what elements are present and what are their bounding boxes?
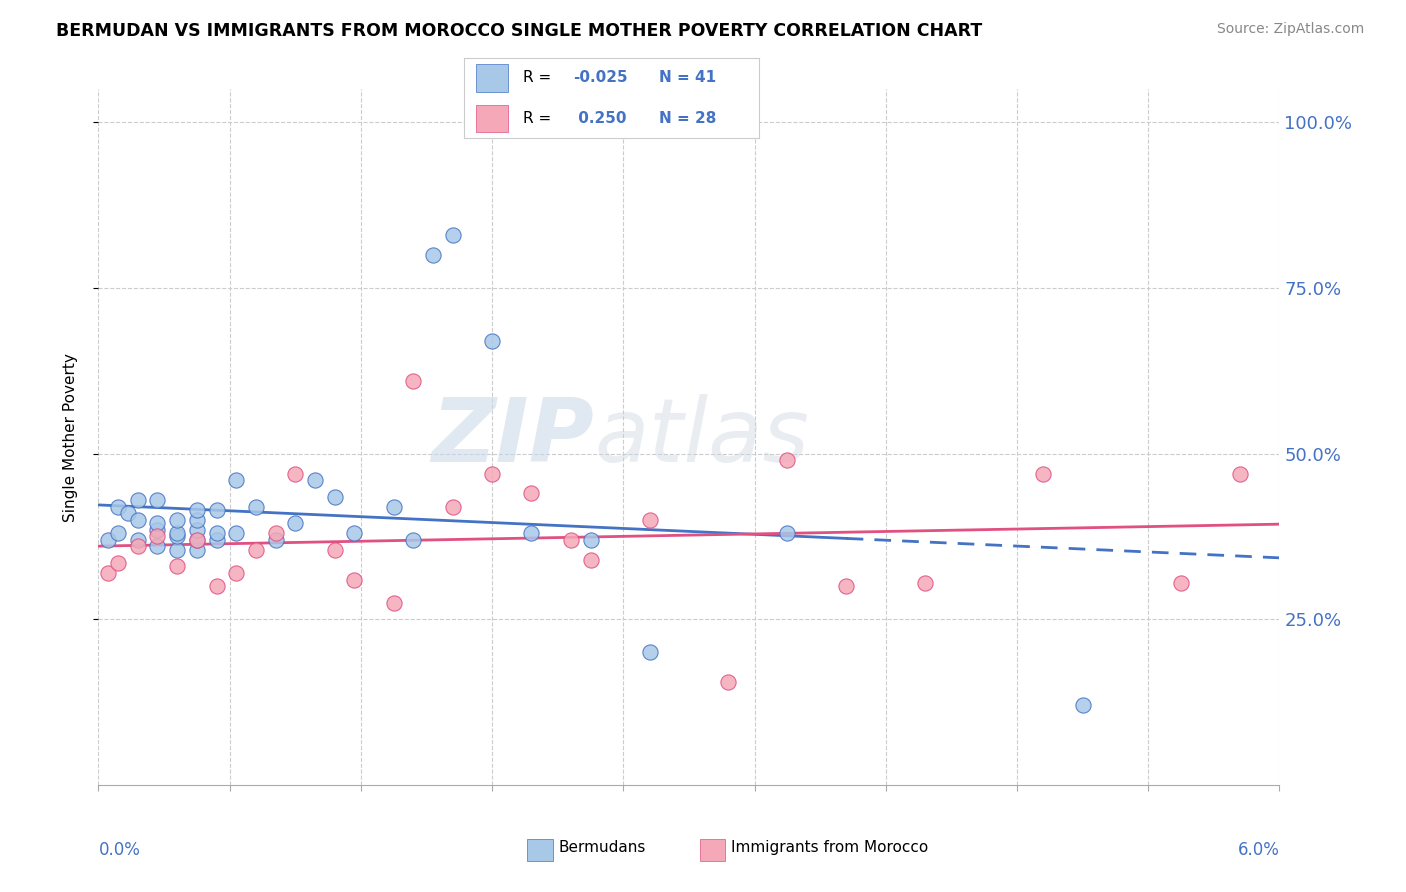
- Text: N = 41: N = 41: [659, 70, 716, 85]
- Point: [225, 473, 247, 487]
- Bar: [475, 104, 509, 132]
- Point: [579, 552, 602, 566]
- Text: 0.250: 0.250: [574, 111, 627, 126]
- Point: [323, 490, 346, 504]
- Point: [717, 675, 740, 690]
- Text: 6.0%: 6.0%: [1237, 840, 1279, 859]
- Point: [225, 526, 247, 541]
- Text: atlas: atlas: [595, 394, 810, 480]
- Point: [776, 526, 799, 541]
- Point: [107, 500, 129, 514]
- Text: N = 28: N = 28: [659, 111, 716, 126]
- Point: [638, 513, 661, 527]
- Text: -0.025: -0.025: [574, 70, 628, 85]
- Point: [146, 540, 169, 554]
- Text: Bermudans: Bermudans: [558, 840, 645, 855]
- Point: [186, 533, 208, 547]
- Point: [1170, 575, 1192, 590]
- Point: [186, 533, 208, 547]
- Point: [127, 513, 149, 527]
- Point: [1071, 698, 1094, 713]
- Point: [914, 575, 936, 590]
- Point: [245, 500, 267, 514]
- Point: [284, 467, 307, 481]
- Point: [127, 493, 149, 508]
- Point: [402, 374, 425, 388]
- Point: [205, 579, 228, 593]
- Point: [382, 596, 405, 610]
- Text: ZIP: ZIP: [432, 393, 595, 481]
- Point: [205, 503, 228, 517]
- Point: [481, 467, 503, 481]
- Point: [441, 227, 464, 242]
- Point: [1229, 467, 1251, 481]
- Point: [117, 506, 139, 520]
- Point: [166, 542, 188, 557]
- Point: [97, 566, 120, 580]
- Y-axis label: Single Mother Poverty: Single Mother Poverty: [63, 352, 77, 522]
- Point: [146, 516, 169, 531]
- Point: [402, 533, 425, 547]
- Point: [304, 473, 326, 487]
- Text: R =: R =: [523, 111, 557, 126]
- Point: [343, 526, 366, 541]
- Text: Source: ZipAtlas.com: Source: ZipAtlas.com: [1216, 22, 1364, 37]
- Point: [1032, 467, 1054, 481]
- Point: [186, 542, 208, 557]
- Point: [186, 503, 208, 517]
- Point: [441, 500, 464, 514]
- Point: [245, 542, 267, 557]
- Text: 0.0%: 0.0%: [98, 840, 141, 859]
- Point: [422, 248, 444, 262]
- Bar: [475, 64, 509, 92]
- Point: [146, 529, 169, 543]
- Point: [579, 533, 602, 547]
- Point: [776, 453, 799, 467]
- Text: Immigrants from Morocco: Immigrants from Morocco: [731, 840, 928, 855]
- Point: [107, 526, 129, 541]
- Point: [343, 573, 366, 587]
- Point: [166, 513, 188, 527]
- Point: [520, 486, 543, 500]
- Point: [520, 526, 543, 541]
- Point: [127, 540, 149, 554]
- Point: [323, 542, 346, 557]
- Point: [166, 526, 188, 541]
- Point: [560, 533, 582, 547]
- Point: [205, 526, 228, 541]
- Point: [97, 533, 120, 547]
- Point: [264, 526, 287, 541]
- Point: [186, 513, 208, 527]
- Point: [638, 645, 661, 659]
- Text: R =: R =: [523, 70, 557, 85]
- Point: [146, 523, 169, 537]
- Point: [146, 493, 169, 508]
- Point: [205, 533, 228, 547]
- Point: [107, 556, 129, 570]
- Point: [382, 500, 405, 514]
- Point: [186, 523, 208, 537]
- Point: [284, 516, 307, 531]
- Point: [835, 579, 858, 593]
- Text: BERMUDAN VS IMMIGRANTS FROM MOROCCO SINGLE MOTHER POVERTY CORRELATION CHART: BERMUDAN VS IMMIGRANTS FROM MOROCCO SING…: [56, 22, 983, 40]
- Point: [166, 529, 188, 543]
- Point: [127, 533, 149, 547]
- Point: [481, 334, 503, 348]
- Point: [264, 533, 287, 547]
- Point: [166, 559, 188, 574]
- Point: [225, 566, 247, 580]
